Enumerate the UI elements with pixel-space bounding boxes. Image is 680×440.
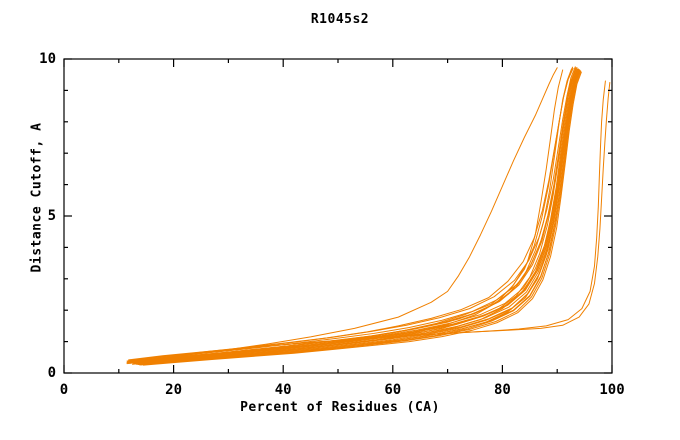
data-curve bbox=[133, 69, 581, 365]
data-curve bbox=[128, 82, 611, 361]
chart-title: R1045s2 bbox=[310, 12, 370, 27]
data-curve bbox=[128, 66, 578, 362]
data-curve bbox=[126, 67, 558, 364]
plot-frame bbox=[63, 58, 613, 374]
x-tick-label: 40 bbox=[274, 382, 292, 398]
y-tick-label: 0 bbox=[47, 365, 56, 381]
x-tick-label: 80 bbox=[493, 382, 511, 398]
data-curve bbox=[132, 69, 580, 364]
data-curve bbox=[139, 70, 582, 366]
plot-background bbox=[64, 59, 612, 373]
x-tick-label: 0 bbox=[59, 382, 69, 398]
x-tick-label: 100 bbox=[599, 382, 625, 398]
x-tick-label: 20 bbox=[165, 382, 183, 398]
data-curve bbox=[142, 71, 582, 366]
x-tick-label: 60 bbox=[384, 382, 402, 398]
data-curves bbox=[126, 66, 611, 366]
y-tick-label: 5 bbox=[47, 208, 56, 224]
data-curve bbox=[135, 70, 581, 365]
data-curve bbox=[127, 67, 577, 363]
y-tick-label: 10 bbox=[39, 51, 56, 67]
x-axis-label: Percent of Residues (CA) bbox=[240, 400, 440, 415]
data-curve bbox=[129, 68, 579, 363]
data-curve bbox=[131, 68, 580, 364]
